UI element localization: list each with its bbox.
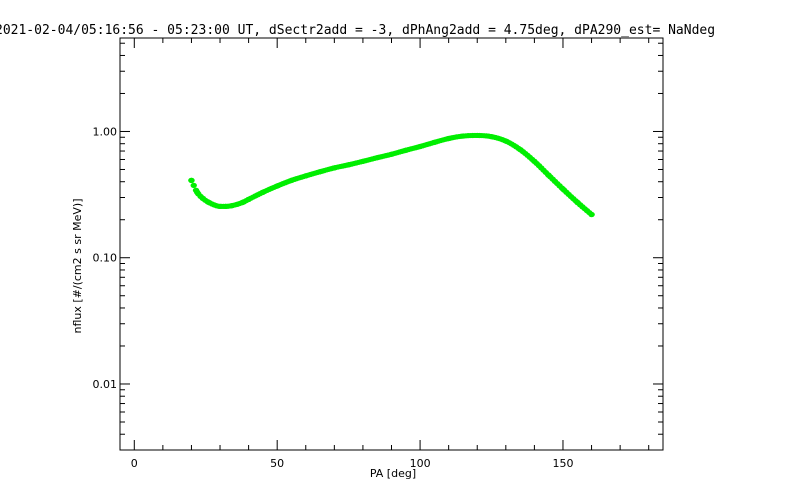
x-axis-label: PA [deg] — [370, 467, 416, 480]
data-point — [431, 139, 438, 145]
data-point — [488, 134, 495, 140]
chart-title: 2021-02-04/05:16:56 - 05:23:00 UT, dSect… — [0, 23, 715, 38]
data-point — [416, 143, 424, 150]
x-tick-label: 150 — [552, 457, 573, 470]
x-tick-label: 100 — [410, 457, 431, 470]
data-point — [222, 203, 229, 209]
y-axis-label: nflux [#/(cm2 s sr MeV)] — [71, 199, 84, 334]
data-point — [228, 203, 235, 209]
data-point — [211, 202, 218, 208]
data-point — [302, 173, 309, 179]
data-point — [502, 138, 510, 144]
data-point — [374, 155, 381, 161]
y-tick-label: 0.10 — [93, 252, 118, 265]
data-point — [233, 201, 241, 207]
data-point — [205, 199, 212, 205]
data-point — [588, 211, 595, 218]
data-point — [359, 158, 367, 164]
data-point — [388, 151, 395, 157]
data-point — [474, 132, 481, 139]
y-tick-label: 1.00 — [93, 125, 118, 138]
x-tick-label: 0 — [131, 457, 138, 470]
data-point — [445, 135, 452, 142]
data-point — [239, 199, 247, 205]
tick-labels: 0 50 100 150 0.01 0.10 1.00 — [93, 125, 574, 470]
data-point — [216, 203, 224, 209]
data-point — [516, 146, 524, 153]
data-point — [459, 133, 467, 139]
data-point — [259, 189, 267, 195]
data-point — [331, 165, 338, 171]
data-point — [345, 162, 352, 168]
data-point — [574, 199, 581, 205]
axis-ticks — [120, 38, 663, 451]
data-point — [193, 189, 201, 195]
data-point — [288, 177, 295, 183]
data-point — [188, 177, 195, 183]
data-point — [545, 172, 552, 178]
data-point — [402, 147, 409, 153]
data-point — [199, 195, 207, 202]
data-point — [273, 183, 281, 189]
y-tick-label: 0.01 — [93, 378, 118, 391]
data-point-fill — [190, 182, 197, 188]
data-point — [316, 169, 324, 175]
data-point — [559, 186, 567, 192]
x-tick-label: 50 — [270, 457, 284, 470]
plot-frame — [119, 37, 664, 451]
data-point — [245, 196, 252, 202]
data-points — [188, 132, 595, 218]
data-point — [531, 158, 538, 164]
